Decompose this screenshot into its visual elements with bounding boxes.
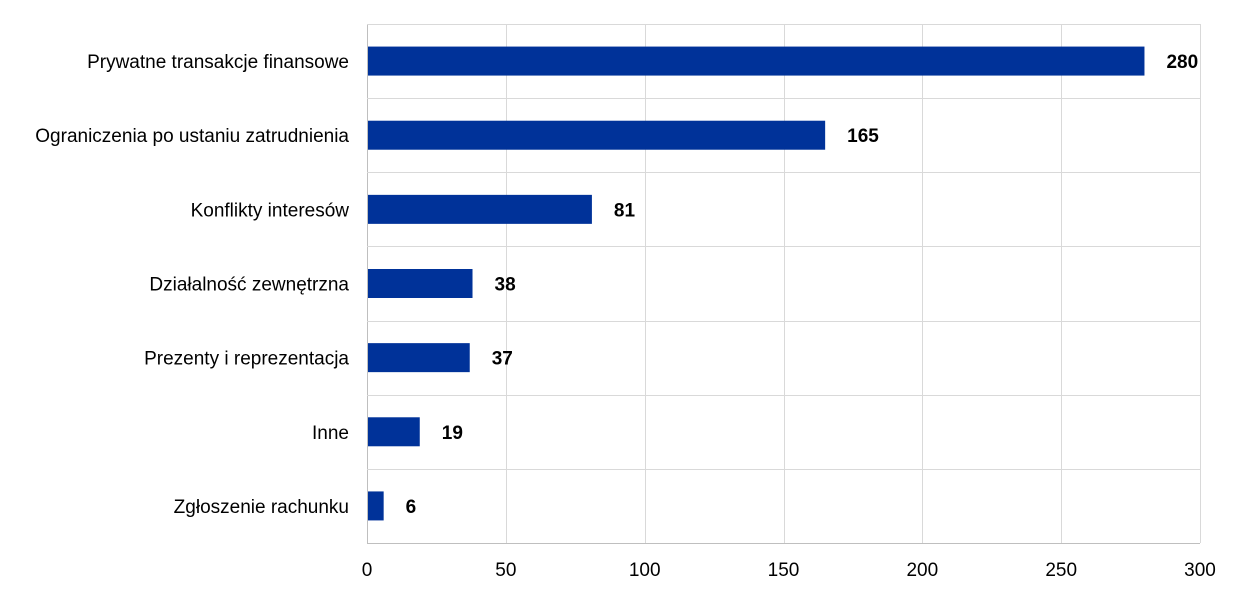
category-label: Działalność zewnętrzna xyxy=(149,275,349,296)
category-label: Prezenty i reprezentacja xyxy=(144,349,349,370)
bar xyxy=(368,269,473,298)
category-label: Prywatne transakcje finansowe xyxy=(87,52,349,73)
bar xyxy=(368,46,1145,76)
x-tick-label: 100 xyxy=(629,560,661,581)
category-label: Konflikty interesów xyxy=(191,200,350,221)
bar xyxy=(368,343,470,373)
labels-layer: 0 50 100 150 200 250 300 Prywatne transakcje fi… xyxy=(35,52,1216,581)
x-tick-label: 50 xyxy=(495,560,516,581)
x-tick-label: 0 xyxy=(362,560,373,581)
value-label: 165 xyxy=(847,126,879,147)
value-label: 19 xyxy=(442,423,463,444)
bar xyxy=(368,194,592,224)
category-label: Ograniczenia po ustaniu zatrudnienia xyxy=(35,126,349,147)
x-tick-label: 200 xyxy=(906,560,938,581)
value-label: 38 xyxy=(495,275,516,296)
grid-layer xyxy=(367,24,1201,544)
value-label: 81 xyxy=(614,200,636,221)
value-label: 6 xyxy=(406,497,417,518)
x-tick-label: 150 xyxy=(768,560,800,581)
category-label: Inne xyxy=(312,423,349,444)
bar xyxy=(368,417,420,447)
bars-layer xyxy=(368,46,1145,521)
x-tick-label: 300 xyxy=(1184,560,1216,581)
bar xyxy=(368,491,384,521)
value-label: 37 xyxy=(492,349,513,370)
category-label: Zgłoszenie rachunku xyxy=(174,497,349,518)
x-tick-label: 250 xyxy=(1045,560,1077,581)
bar xyxy=(368,120,826,150)
value-label: 280 xyxy=(1166,52,1198,73)
